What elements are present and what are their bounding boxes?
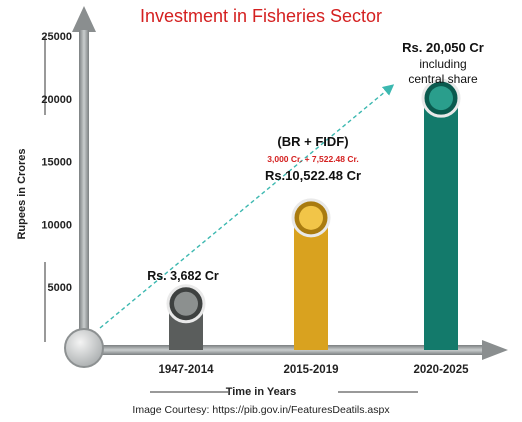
y-axis — [79, 30, 89, 350]
x-axis — [84, 345, 484, 355]
x-axis-arrowhead — [482, 340, 508, 360]
bar-cap-inner-2020-2025 — [429, 86, 453, 111]
bar-cap-inner-2015-2019 — [299, 205, 323, 230]
bar-cap-inner-1947-2014 — [174, 291, 198, 316]
y-tick-label-15000: 15000 — [41, 157, 72, 169]
bar3-note-line1: including — [419, 57, 467, 71]
x-tick-label-2020-2025: 2020-2025 — [414, 364, 470, 376]
bar1-value-label: Rs. 3,682 Cr — [147, 269, 219, 283]
x-tick-label-2015-2019: 2015-2019 — [284, 364, 339, 376]
bar3-value-label: Rs. 20,050 Cr — [402, 40, 484, 55]
x-tick-label-1947-2014: 1947-2014 — [159, 364, 215, 376]
bar2-heading-label: (BR + FIDF) — [277, 134, 349, 149]
chart-title: Investment in Fisheries Sector — [139, 6, 383, 26]
y-tick-label-20000: 20000 — [41, 94, 72, 106]
bar-2020-2025 — [424, 98, 458, 350]
y-tick-label-5000: 5000 — [48, 282, 72, 294]
origin-circle — [64, 328, 104, 368]
y-axis-arrowhead — [72, 6, 96, 32]
y-tick-label-10000: 10000 — [41, 219, 72, 231]
bar-2015-2019 — [294, 217, 328, 350]
image-courtesy: Image Courtesy: https://pib.gov.in/Featu… — [132, 404, 390, 416]
bar2-detail-label: 3,000 Cr. + 7,522.48 Cr. — [267, 154, 359, 164]
trend-arrow — [99, 84, 395, 329]
y-axis-label: Rupees in Crores — [16, 148, 28, 240]
bar3-note-line2: central share — [408, 72, 478, 86]
bar2-value-label: Rs.10,522.48 Cr — [264, 168, 362, 183]
y-tick-label-25000: 25000 — [41, 31, 72, 43]
x-axis-label: Time in Years — [225, 386, 297, 398]
